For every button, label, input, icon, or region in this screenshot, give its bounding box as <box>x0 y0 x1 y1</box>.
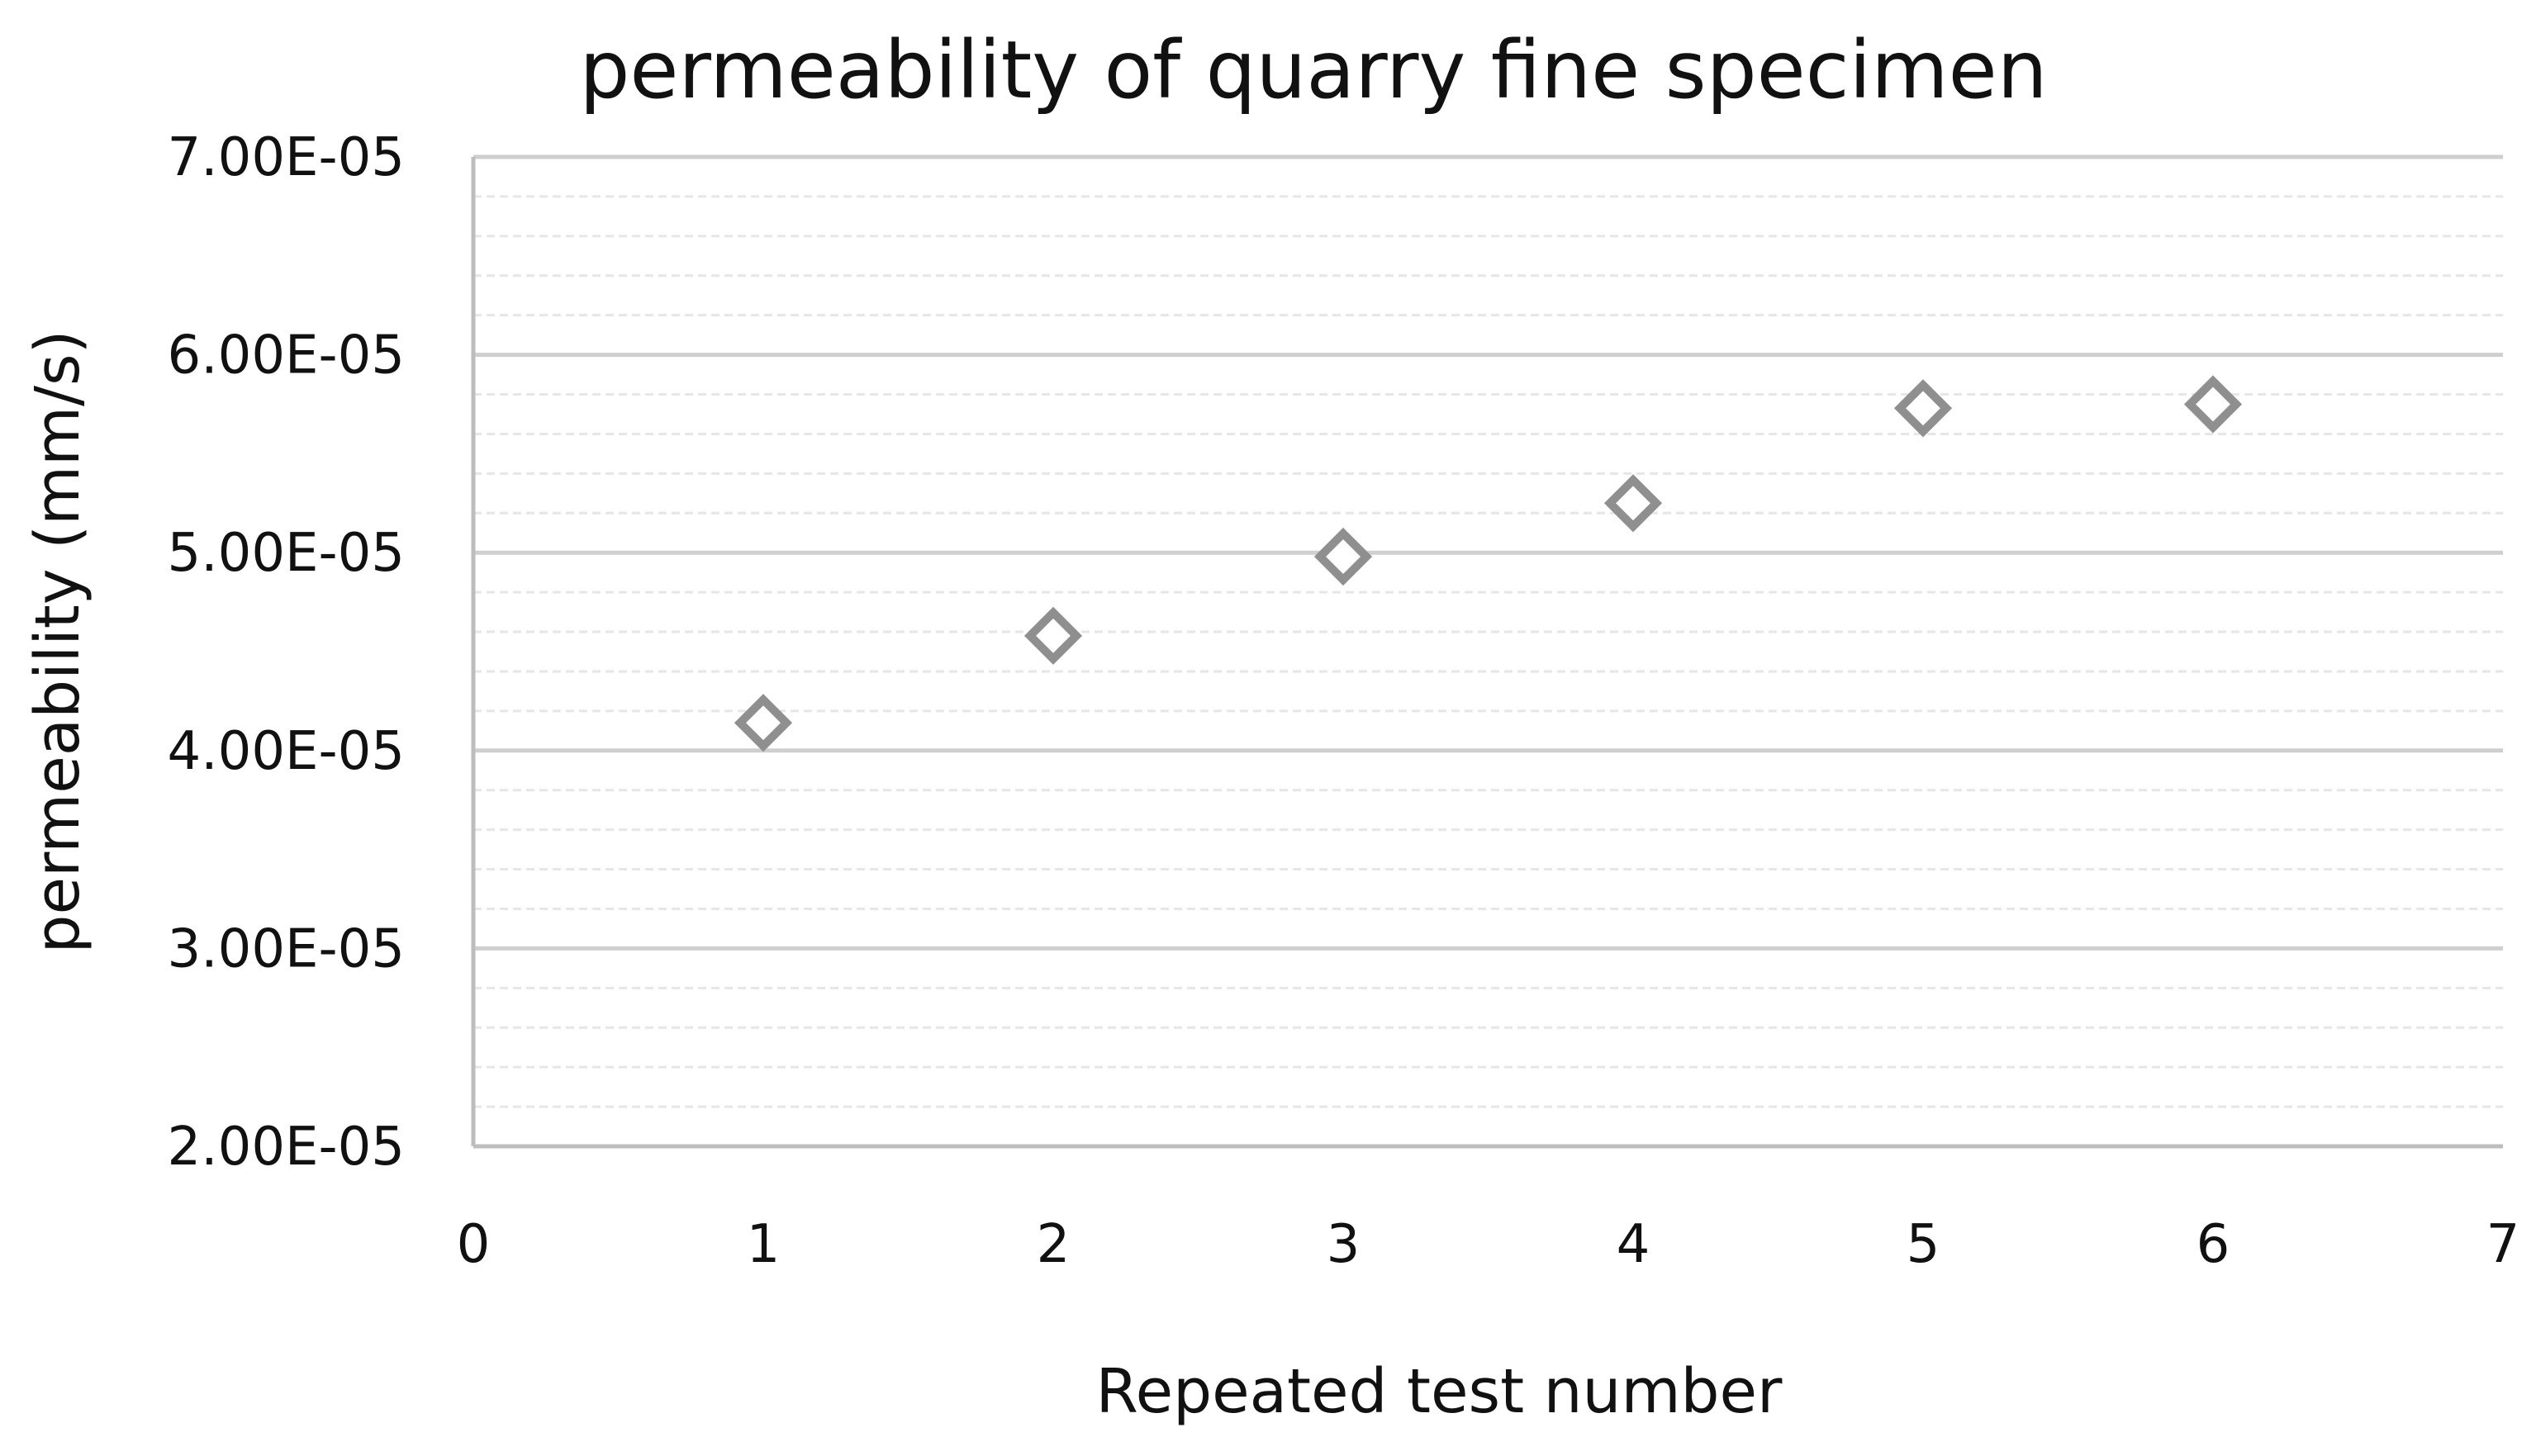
data-point <box>1893 379 1953 438</box>
y-tick-label: 6.00E-05 <box>168 325 405 387</box>
y-tick-label: 2.00E-05 <box>168 1117 405 1178</box>
y-tick-label: 3.00E-05 <box>168 918 405 979</box>
y-tick-label: 4.00E-05 <box>168 721 405 782</box>
x-tick-label: 7 <box>2486 1214 2520 1275</box>
x-tick-label: 2 <box>1037 1214 1071 1275</box>
y-tick-label: 5.00E-05 <box>168 523 405 584</box>
plot-axes <box>471 157 2503 1149</box>
y-axis-label: permeability (mm/s) <box>22 330 93 954</box>
data-points <box>734 375 2243 752</box>
minor-gridlines <box>473 195 2503 1108</box>
x-tick-label: 5 <box>1907 1214 1940 1275</box>
y-axis-tick-labels: 2.00E-05 3.00E-05 4.00E-05 5.00E-05 6.00E-05… <box>168 127 405 1178</box>
y-tick-label: 7.00E-05 <box>168 127 405 188</box>
x-tick-label: 1 <box>747 1214 781 1275</box>
data-point <box>1603 474 1663 533</box>
x-tick-label: 0 <box>457 1214 491 1275</box>
x-axis-tick-labels: 0 1 2 3 4 5 6 7 <box>457 1214 2520 1275</box>
x-tick-label: 3 <box>1327 1214 1361 1275</box>
data-point <box>2183 375 2243 434</box>
major-gridlines <box>473 154 2503 1149</box>
data-point <box>734 694 793 752</box>
x-tick-label: 4 <box>1617 1214 1650 1275</box>
chart-title: permeability of quarry fine specimen <box>579 24 2047 116</box>
data-point <box>1023 606 1083 665</box>
data-point <box>1313 527 1373 586</box>
x-axis-label: Repeated test number <box>1096 1356 1783 1427</box>
x-tick-label: 6 <box>2196 1214 2230 1275</box>
